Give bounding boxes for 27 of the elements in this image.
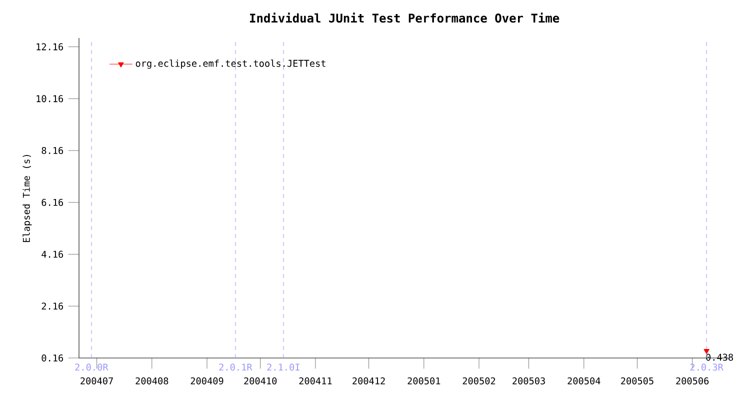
y-tick-label: 0.16	[42, 354, 64, 362]
x-tick-label: 200407	[80, 377, 113, 384]
ref-line-label: 2.0.0R	[75, 364, 108, 371]
chart-title: Individual JUnit Test Performance Over Time	[250, 12, 560, 23]
x-tick-label: 200506	[676, 377, 709, 384]
y-tick-label: 12.16	[36, 43, 64, 50]
x-tick-label: 200409	[190, 377, 224, 384]
x-tick-label: 200408	[136, 377, 168, 384]
y-axis-title: Elapsed Time (s)	[22, 154, 32, 242]
x-tick-label: 200501	[408, 377, 440, 384]
data-label: 0.438	[706, 354, 733, 361]
x-tick-label: 200503	[512, 377, 545, 384]
x-tick-label: 200502	[462, 377, 496, 384]
y-tick-label: 8.16	[42, 147, 64, 154]
y-tick-label: 4.16	[42, 250, 64, 258]
legend-label: org.eclipse.emf.test.tools.JETTest	[136, 60, 326, 69]
y-tick-label: 10.16	[36, 95, 64, 102]
ref-line-label: 2.1.0I	[267, 364, 300, 371]
x-tick-label: 200504	[568, 377, 600, 384]
ref-line-label: 2.0.1R	[219, 364, 252, 371]
x-tick-label: 200505	[621, 377, 654, 384]
x-tick-label: 200411	[299, 377, 332, 384]
ref-line-label: 2.0.3R	[690, 364, 724, 371]
y-tick-label: 6.16	[42, 198, 64, 206]
y-tick-label: 2.16	[42, 302, 64, 310]
x-tick-label: 200410	[244, 377, 277, 384]
x-tick-label: 200412	[352, 377, 385, 384]
